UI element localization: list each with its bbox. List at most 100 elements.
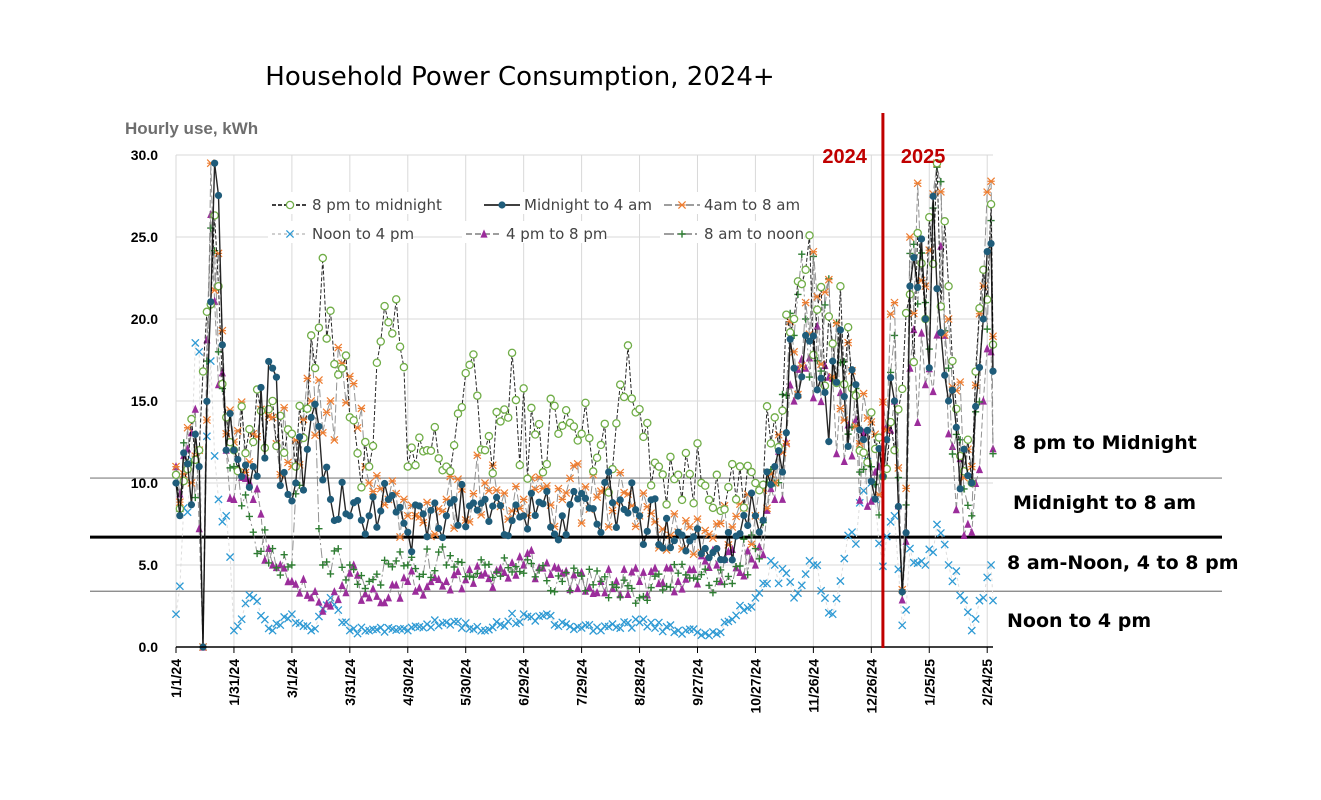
series-8-am-to-noon-point (508, 568, 516, 576)
series-8-am-to-noon-point (589, 581, 597, 589)
series-8-am-to-noon-point (265, 559, 273, 567)
series-noon-to-4-pm-point (650, 624, 660, 633)
series-4am-to-8-am-point (801, 298, 810, 307)
series-4am-to-8-am-point (573, 459, 582, 468)
series-4-pm-to-8-pm-point (481, 568, 489, 577)
series-noon-to-4-pm-point (175, 582, 184, 591)
series-midnight-to-4-am-point (659, 544, 667, 552)
series-8-am-to-noon-point (396, 548, 404, 556)
series-4-pm-to-8-pm-point (489, 582, 497, 591)
series-8-am-to-noon-point (435, 548, 443, 556)
series-8-am-to-noon-point (948, 450, 957, 458)
series-8-pm-to-midnight-point (646, 481, 656, 490)
series-8-pm-to-midnight-point (376, 337, 385, 346)
series-4am-to-8-am-point (554, 484, 563, 493)
x-tick-label: 9/27/24 (689, 659, 705, 706)
series-8-pm-to-midnight-point (785, 328, 795, 337)
series-8-pm-to-midnight-point (581, 398, 590, 408)
series-8-pm-to-midnight-point (457, 403, 467, 412)
series-4am-to-8-am-point (685, 522, 694, 531)
series-8-am-to-noon-point (392, 557, 400, 565)
series-noon-to-4-pm-point (801, 570, 810, 579)
series-midnight-to-4-am-point (813, 386, 821, 394)
series-midnight-to-4-am-point (693, 525, 702, 533)
series-4-pm-to-8-pm-point (191, 404, 199, 413)
series-midnight-to-4-am-point (856, 426, 864, 434)
series-8-am-to-noon-point (477, 556, 485, 564)
series-4-pm-to-8-pm-point (933, 330, 941, 339)
series-midnight-to-4-am-point (257, 383, 265, 392)
series-midnight-to-4-am-point (747, 489, 756, 497)
series-8-am-to-noon-point (361, 584, 369, 593)
series-noon-to-4-pm-point (214, 495, 223, 504)
x-tick-label: 10/27/24 (747, 659, 763, 714)
series-8-am-to-noon-point (578, 572, 586, 580)
series-8-am-to-noon-point (620, 576, 628, 584)
series-noon-to-4-pm-point (260, 615, 269, 624)
series-noon-to-4-pm-point (276, 621, 285, 630)
series-4-pm-to-8-pm-point (230, 494, 238, 503)
series-8-pm-to-midnight-point (361, 437, 370, 447)
series-4am-to-8-am-point (341, 398, 350, 407)
series-4am-to-8-am-point (894, 463, 903, 472)
series-4-pm-to-8-pm-point (585, 582, 593, 592)
series-noon-to-4-pm-point (828, 610, 837, 619)
series-8-am-to-noon-point (558, 577, 566, 585)
series-midnight-to-4-am-point (396, 503, 404, 511)
series-4-pm-to-8-pm-point (635, 576, 644, 585)
series-8-am-to-noon-point (713, 577, 721, 585)
series-8-pm-to-midnight-point (558, 421, 567, 431)
series-midnight-to-4-am-point (311, 400, 319, 408)
series-8-pm-to-midnight-point (700, 481, 710, 490)
series-4-pm-to-8-pm-point (917, 328, 926, 337)
series-noon-to-4-pm-point (616, 624, 625, 633)
series-midnight-to-4-am-point (605, 468, 613, 476)
series-4-pm-to-8-pm-point (369, 584, 377, 593)
x-tick-label: 5/30/24 (458, 659, 474, 706)
series-8-am-to-noon-point (682, 571, 690, 579)
series-midnight-to-4-am-point (705, 554, 713, 562)
series-8-am-to-noon-point (817, 367, 825, 375)
series-noon-to-4-pm-point (311, 624, 320, 633)
series-8-pm-to-midnight-point (202, 307, 212, 317)
series-8-pm-to-midnight-point (592, 453, 602, 462)
x-tick-label: 1/25/25 (921, 659, 937, 706)
series-4am-to-8-am-point (890, 298, 899, 307)
series-noon-to-4-pm-point (666, 621, 675, 630)
series-noon-to-4-pm-point (171, 610, 181, 619)
series-midnight-to-4-am-point (195, 463, 203, 471)
series-8-pm-to-midnight-point (801, 265, 810, 275)
series-8-am-to-noon-point (570, 564, 578, 572)
series-4am-to-8-am-point (732, 512, 741, 521)
series-midnight-to-4-am-point (720, 556, 729, 564)
series-4-pm-to-8-pm-point (458, 584, 466, 593)
series-8-pm-to-midnight-point (561, 405, 571, 415)
series-midnight-to-4-am-point (809, 332, 817, 340)
series-8-pm-to-midnight-point (824, 312, 834, 321)
series-8-am-to-noon-point (968, 512, 976, 520)
series-8-am-to-noon-point (736, 562, 744, 570)
series-8-am-to-noon-point (616, 593, 624, 601)
series-8-pm-to-midnight-point (623, 341, 633, 350)
series-4-pm-to-8-pm-point (396, 593, 404, 602)
series-noon-to-4-pm-point (786, 577, 795, 587)
series-midnight-to-4-am-point (570, 487, 578, 496)
series-8-am-to-noon-point (458, 558, 466, 566)
series-8-pm-to-midnight-point (368, 441, 378, 451)
series-8-am-to-noon-point (585, 565, 593, 573)
series-8-am-to-noon-point (469, 573, 478, 581)
series-noon-to-4-pm-point (241, 599, 250, 608)
series-midnight-to-4-am-point (790, 364, 798, 372)
series-8-am-to-noon-point (226, 464, 234, 472)
series-4-pm-to-8-pm-point (574, 583, 582, 593)
series-8-pm-to-midnight-point (415, 433, 424, 442)
series-midnight-to-4-am-point (187, 501, 196, 509)
series-midnight-to-4-am-point (794, 392, 802, 400)
series-4-pm-to-8-pm-point (543, 558, 551, 567)
series-8-am-to-noon-point (280, 551, 288, 559)
series-4-pm-to-8-pm-point (632, 563, 640, 572)
series-4-pm-to-8-pm-point (989, 444, 997, 453)
series-midnight-to-4-am-point (964, 472, 972, 480)
series-4-pm-to-8-pm-point (651, 563, 659, 572)
series-4-pm-to-8-pm-point (601, 588, 609, 597)
